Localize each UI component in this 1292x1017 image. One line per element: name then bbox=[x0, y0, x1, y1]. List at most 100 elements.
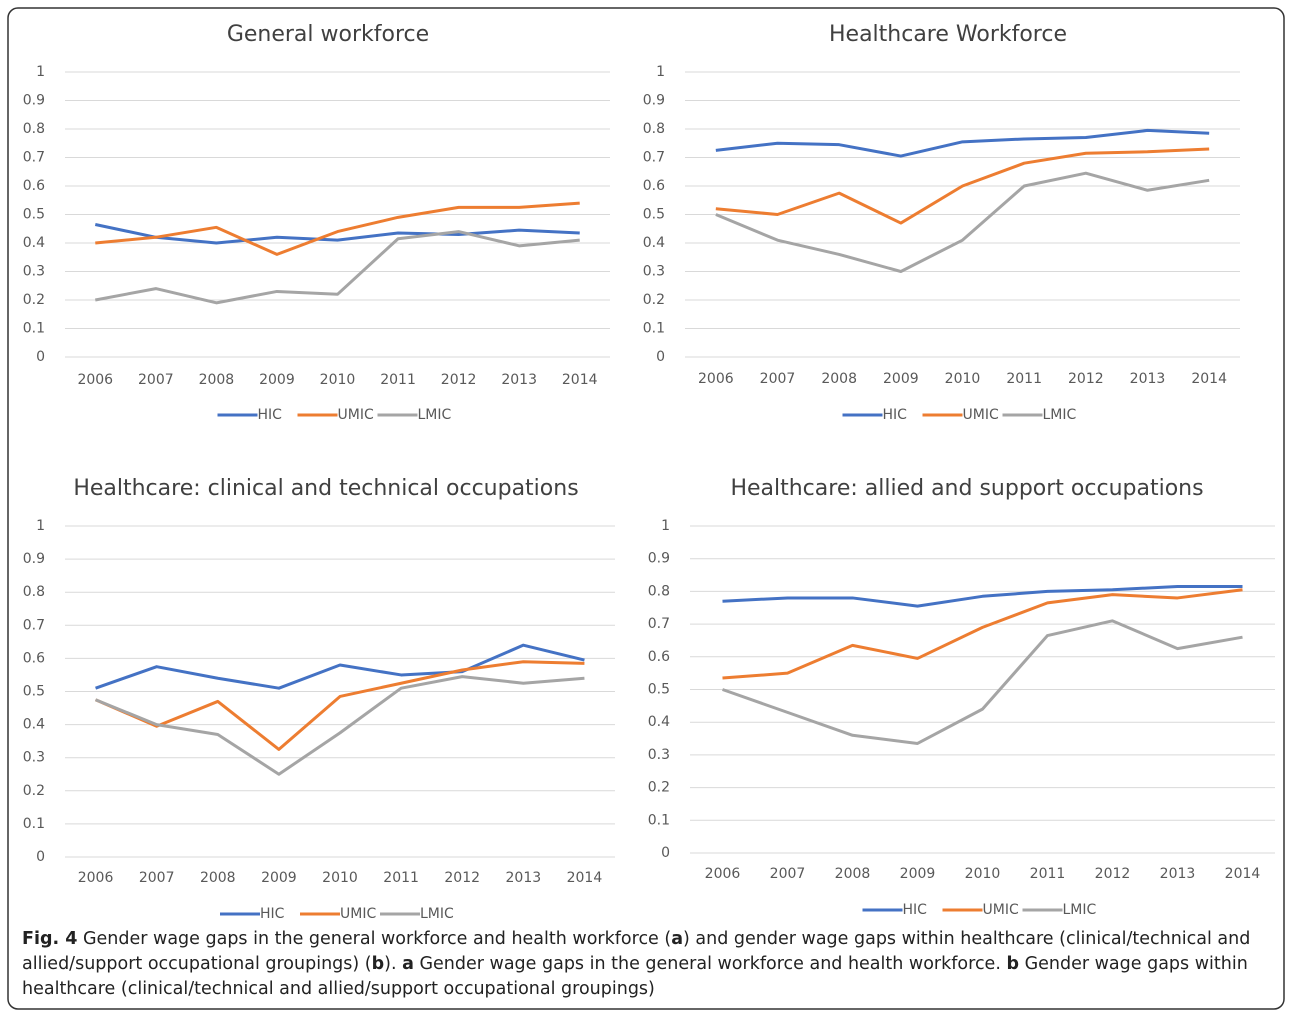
y-tick-label: 0.5 bbox=[643, 207, 665, 223]
x-tick-label: 2010 bbox=[945, 371, 981, 387]
legend-label: UMIC bbox=[963, 407, 999, 423]
y-tick-label: 0.8 bbox=[23, 584, 45, 600]
y-tick-label: 1 bbox=[36, 518, 45, 534]
y-tick-label: 0.5 bbox=[648, 682, 670, 698]
y-tick-label: 0.6 bbox=[643, 178, 665, 194]
y-tick-label: 0.7 bbox=[23, 150, 45, 166]
series-line bbox=[94, 660, 585, 751]
series-line bbox=[715, 147, 1210, 225]
x-tick-label: 2009 bbox=[261, 870, 297, 886]
y-tick-label: 0.4 bbox=[643, 235, 665, 251]
x-tick-label: 2009 bbox=[883, 371, 919, 387]
y-tick-label: 1 bbox=[36, 64, 45, 80]
y-tick-label: 0.4 bbox=[648, 714, 670, 730]
y-tick-label: 0.2 bbox=[23, 292, 45, 308]
legend-label: UMIC bbox=[983, 902, 1019, 918]
series-line bbox=[715, 128, 1210, 158]
legend-label: HIC bbox=[258, 407, 283, 423]
x-tick-label: 2012 bbox=[441, 372, 477, 388]
y-tick-label: 0 bbox=[36, 849, 45, 865]
series-line bbox=[94, 675, 585, 776]
y-tick-label: 0.9 bbox=[23, 551, 45, 567]
y-tick-label: 0.3 bbox=[648, 747, 670, 763]
y-tick-label: 0.7 bbox=[643, 150, 665, 166]
x-tick-label: 2014 bbox=[562, 372, 598, 388]
legend-label: UMIC bbox=[338, 407, 374, 423]
x-tick-label: 2013 bbox=[1130, 371, 1166, 387]
y-tick-label: 0.9 bbox=[648, 551, 670, 567]
caption: Fig. 4 Gender wage gaps in the general w… bbox=[22, 927, 1272, 1002]
caption-text: ). bbox=[384, 954, 403, 974]
legend-label: LMIC bbox=[1043, 407, 1077, 423]
y-tick-label: 0.4 bbox=[23, 235, 45, 251]
x-tick-label: 2008 bbox=[199, 372, 235, 388]
legend-label: LMIC bbox=[1063, 902, 1097, 918]
x-tick-label: 2010 bbox=[320, 372, 356, 388]
y-tick-label: 0.3 bbox=[23, 264, 45, 280]
x-tick-label: 2006 bbox=[78, 870, 114, 886]
series-line bbox=[715, 171, 1210, 273]
x-tick-label: 2014 bbox=[1225, 866, 1261, 882]
y-tick-label: 0.6 bbox=[648, 649, 670, 665]
legend-label: LMIC bbox=[420, 906, 454, 922]
caption-text: Gender wage gaps in the general workforc… bbox=[77, 929, 672, 949]
y-tick-label: 0.3 bbox=[643, 264, 665, 280]
chart-title: Healthcare: clinical and technical occup… bbox=[73, 476, 578, 501]
legend-label: LMIC bbox=[418, 407, 452, 423]
x-tick-label: 2008 bbox=[835, 866, 871, 882]
caption-text: a bbox=[671, 929, 684, 949]
series-line bbox=[95, 643, 585, 690]
x-tick-label: 2007 bbox=[138, 372, 174, 388]
x-tick-label: 2011 bbox=[383, 870, 419, 886]
y-tick-label: 0.1 bbox=[23, 321, 45, 337]
y-tick-label: 1 bbox=[656, 64, 665, 80]
y-tick-label: 0.8 bbox=[643, 121, 665, 137]
y-tick-label: 0.1 bbox=[23, 816, 45, 832]
y-tick-label: 0.5 bbox=[23, 684, 45, 700]
y-tick-label: 0.6 bbox=[23, 178, 45, 194]
x-tick-label: 2006 bbox=[698, 371, 734, 387]
y-tick-label: 0.3 bbox=[23, 750, 45, 766]
x-tick-label: 2006 bbox=[77, 372, 113, 388]
caption-text: Gender wage gaps within healthcare (clin… bbox=[22, 954, 1254, 999]
x-tick-label: 2013 bbox=[1160, 866, 1196, 882]
x-tick-label: 2009 bbox=[900, 866, 936, 882]
x-tick-label: 2012 bbox=[444, 870, 480, 886]
caption-text: b bbox=[371, 954, 385, 974]
legend-label: HIC bbox=[883, 407, 908, 423]
frame bbox=[7, 7, 1285, 1010]
y-tick-label: 0 bbox=[36, 349, 45, 365]
x-tick-label: 2014 bbox=[567, 870, 603, 886]
series-line bbox=[722, 619, 1243, 745]
y-tick-label: 0.7 bbox=[648, 616, 670, 632]
y-tick-label: 0.9 bbox=[643, 93, 665, 109]
y-tick-label: 0.6 bbox=[23, 650, 45, 666]
y-tick-label: 0.9 bbox=[23, 93, 45, 109]
series-line bbox=[94, 223, 580, 245]
x-tick-label: 2010 bbox=[322, 870, 358, 886]
x-tick-label: 2008 bbox=[821, 371, 857, 387]
y-tick-label: 0.1 bbox=[648, 812, 670, 828]
series-line bbox=[95, 201, 580, 256]
y-tick-label: 0 bbox=[656, 349, 665, 365]
legend-label: UMIC bbox=[340, 906, 376, 922]
y-tick-label: 0.7 bbox=[23, 617, 45, 633]
y-tick-label: 0.1 bbox=[643, 321, 665, 337]
caption-text: Fig. 4 bbox=[22, 929, 78, 949]
chart-title: Healthcare: allied and support occupatio… bbox=[730, 476, 1203, 501]
y-tick-label: 0.8 bbox=[648, 583, 670, 599]
series-line bbox=[95, 230, 580, 305]
caption-text: a bbox=[402, 954, 414, 974]
y-tick-label: 0 bbox=[661, 845, 670, 861]
x-tick-label: 2007 bbox=[139, 870, 175, 886]
legend-label: HIC bbox=[903, 902, 928, 918]
x-tick-label: 2013 bbox=[501, 372, 537, 388]
x-tick-label: 2012 bbox=[1068, 371, 1104, 387]
x-tick-label: 2007 bbox=[770, 866, 806, 882]
x-tick-label: 2011 bbox=[1006, 371, 1042, 387]
x-tick-label: 2011 bbox=[1030, 866, 1066, 882]
y-tick-label: 1 bbox=[661, 518, 670, 534]
chart-title: General workforce bbox=[227, 22, 429, 47]
